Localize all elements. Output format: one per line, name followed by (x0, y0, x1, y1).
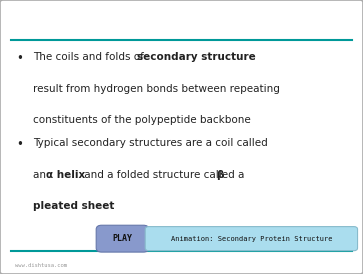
Text: and a folded structure called a: and a folded structure called a (81, 170, 248, 180)
Text: •: • (16, 138, 23, 151)
Text: •: • (16, 52, 23, 65)
Text: result from hydrogen bonds between repeating: result from hydrogen bonds between repea… (33, 84, 280, 93)
Text: www.dishtusa.com: www.dishtusa.com (15, 263, 66, 268)
Text: constituents of the polypeptide backbone: constituents of the polypeptide backbone (33, 115, 250, 125)
Text: PLAY: PLAY (113, 234, 132, 243)
Text: Animation: Secondary Protein Structure: Animation: Secondary Protein Structure (171, 236, 332, 242)
FancyBboxPatch shape (145, 227, 358, 251)
Text: β: β (216, 170, 224, 180)
Text: The coils and folds of: The coils and folds of (33, 52, 147, 62)
Text: α helix: α helix (46, 170, 86, 180)
Text: pleated sheet: pleated sheet (33, 201, 114, 211)
Text: an: an (33, 170, 49, 180)
FancyBboxPatch shape (96, 225, 149, 252)
Text: Typical secondary structures are a coil called: Typical secondary structures are a coil … (33, 138, 268, 148)
Text: secondary structure: secondary structure (137, 52, 256, 62)
